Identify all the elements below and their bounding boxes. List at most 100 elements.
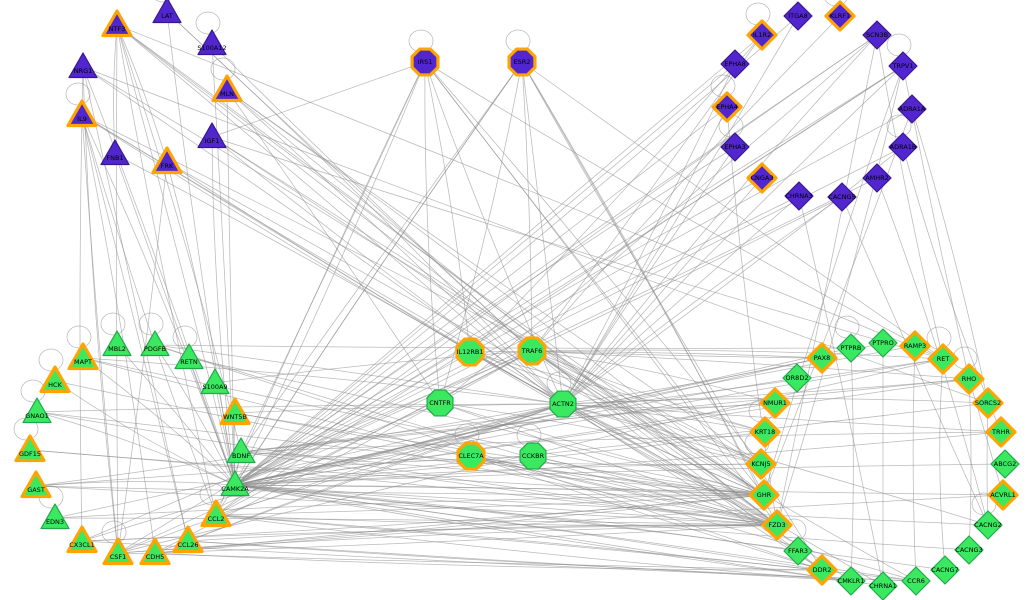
node-shape[interactable] bbox=[720, 132, 750, 162]
node-shape[interactable] bbox=[868, 328, 898, 358]
node-shape[interactable] bbox=[783, 536, 813, 566]
node-shape[interactable] bbox=[426, 389, 454, 417]
node-shape[interactable] bbox=[783, 1, 813, 31]
node-shape[interactable] bbox=[745, 448, 777, 480]
node-shape[interactable] bbox=[219, 397, 251, 426]
node-shape[interactable] bbox=[782, 363, 812, 393]
node-shape[interactable] bbox=[862, 20, 892, 50]
node-MBL2[interactable]: MBL2 bbox=[102, 330, 132, 357]
node-shape[interactable] bbox=[140, 330, 170, 357]
node-RAMP3[interactable]: RAMP3 bbox=[899, 330, 931, 362]
node-shape[interactable] bbox=[749, 416, 781, 448]
node-RET[interactable]: RET bbox=[927, 343, 959, 375]
node-shape[interactable] bbox=[784, 181, 814, 211]
node-shape[interactable] bbox=[139, 537, 171, 566]
node-CLEC7A[interactable]: CLEC7A bbox=[456, 441, 486, 471]
node-MLN[interactable]: MLN bbox=[211, 74, 243, 103]
node-shape[interactable] bbox=[200, 499, 232, 528]
node-shape[interactable] bbox=[899, 330, 931, 362]
node-shape[interactable] bbox=[152, 0, 182, 24]
node-LAT[interactable]: LAT bbox=[152, 0, 182, 24]
node-ADRA1A[interactable]: ADRA1A bbox=[897, 94, 927, 124]
node-shape[interactable] bbox=[746, 19, 778, 51]
node-CCKBR[interactable]: CCKBR bbox=[519, 442, 547, 470]
node-shape[interactable] bbox=[220, 470, 250, 497]
node-shape[interactable] bbox=[901, 566, 931, 596]
node-CNTFR[interactable]: CNTFR bbox=[426, 389, 454, 417]
node-shape[interactable] bbox=[197, 29, 227, 56]
node-shape[interactable] bbox=[14, 434, 46, 463]
node-RHO[interactable]: RHO bbox=[953, 363, 985, 395]
node-shape[interactable] bbox=[954, 535, 984, 565]
node-GAST[interactable]: GAST bbox=[20, 470, 52, 499]
node-CNGA3[interactable]: CNGA3 bbox=[746, 162, 778, 194]
node-TRHR[interactable]: TRHR bbox=[985, 416, 1017, 448]
node-shape[interactable] bbox=[40, 503, 70, 530]
node-shape[interactable] bbox=[930, 555, 960, 585]
node-shape[interactable] bbox=[746, 162, 778, 194]
node-shape[interactable] bbox=[927, 343, 959, 375]
node-shape[interactable] bbox=[888, 51, 918, 81]
node-shape[interactable] bbox=[174, 343, 204, 370]
node-GDF15[interactable]: GDF15 bbox=[14, 434, 46, 463]
node-shape[interactable] bbox=[972, 387, 1004, 419]
node-shape[interactable] bbox=[711, 91, 743, 123]
node-shape[interactable] bbox=[456, 441, 486, 471]
node-shape[interactable] bbox=[410, 47, 440, 77]
node-shape[interactable] bbox=[761, 509, 793, 541]
node-shape[interactable] bbox=[66, 525, 98, 554]
node-OR8D2[interactable]: OR8D2 bbox=[782, 363, 812, 393]
node-GNAO1[interactable]: GNAO1 bbox=[22, 397, 52, 424]
node-shape[interactable] bbox=[759, 387, 791, 419]
node-shape[interactable] bbox=[101, 9, 133, 38]
node-ACVRL1[interactable]: ACVRL1 bbox=[987, 479, 1019, 511]
node-IL12RB1[interactable]: IL12RB1 bbox=[455, 337, 485, 367]
node-shape[interactable] bbox=[720, 49, 750, 79]
node-WNT5B[interactable]: WNT5B bbox=[219, 397, 251, 426]
node-shape[interactable] bbox=[868, 571, 898, 600]
node-shape[interactable] bbox=[39, 365, 71, 394]
node-CMKLR1[interactable]: CMKLR1 bbox=[836, 566, 866, 596]
node-shape[interactable] bbox=[66, 99, 98, 128]
node-shape[interactable] bbox=[67, 342, 99, 371]
node-CCR6[interactable]: CCR6 bbox=[901, 566, 931, 596]
node-HCK[interactable]: HCK bbox=[39, 365, 71, 394]
node-CACNG7[interactable]: CACNG7 bbox=[930, 555, 960, 585]
node-shape[interactable] bbox=[22, 397, 52, 424]
node-S100A12[interactable]: S100A12 bbox=[197, 29, 227, 56]
node-shape[interactable] bbox=[973, 510, 1003, 540]
node-shape[interactable] bbox=[20, 470, 52, 499]
node-CACNG2[interactable]: CACNG2 bbox=[973, 510, 1003, 540]
node-shape[interactable] bbox=[836, 333, 866, 363]
node-shape[interactable] bbox=[806, 554, 838, 586]
node-shape[interactable] bbox=[888, 132, 918, 162]
node-shape[interactable] bbox=[517, 336, 547, 366]
node-shape[interactable] bbox=[806, 342, 838, 374]
node-FNB1[interactable]: FNB1 bbox=[100, 139, 130, 166]
node-ACTN2[interactable]: ACTN2 bbox=[549, 390, 577, 418]
node-PTPRB[interactable]: PTPRB bbox=[836, 333, 866, 363]
node-ABCG2[interactable]: ABCG2 bbox=[990, 449, 1020, 479]
node-IL1R2[interactable]: IL1R2 bbox=[746, 19, 778, 51]
node-shape[interactable] bbox=[200, 368, 230, 395]
node-CHRNA3[interactable]: CHRNA3 bbox=[784, 181, 814, 211]
node-shape[interactable] bbox=[102, 330, 132, 357]
node-IRS1[interactable]: IRS1 bbox=[410, 47, 440, 77]
node-TRAF6[interactable]: TRAF6 bbox=[517, 336, 547, 366]
node-shape[interactable] bbox=[953, 363, 985, 395]
node-NRG1[interactable]: NRG1 bbox=[68, 52, 98, 79]
node-shape[interactable] bbox=[151, 146, 183, 175]
node-shape[interactable] bbox=[455, 337, 485, 367]
node-IGF1[interactable]: IGF1 bbox=[197, 122, 227, 149]
node-shape[interactable] bbox=[985, 416, 1017, 448]
node-shape[interactable] bbox=[172, 525, 204, 554]
node-SORCS2[interactable]: SORCS2 bbox=[972, 387, 1004, 419]
node-KRT18[interactable]: KRT18 bbox=[749, 416, 781, 448]
node-S100A9[interactable]: S100A9 bbox=[200, 368, 230, 395]
node-NTF3[interactable]: NTF3 bbox=[101, 9, 133, 38]
node-shape[interactable] bbox=[519, 442, 547, 470]
node-shape[interactable] bbox=[226, 437, 256, 464]
node-ADRA1B[interactable]: ADRA1B bbox=[888, 132, 918, 162]
node-shape[interactable] bbox=[549, 390, 577, 418]
node-shape[interactable] bbox=[102, 537, 134, 566]
